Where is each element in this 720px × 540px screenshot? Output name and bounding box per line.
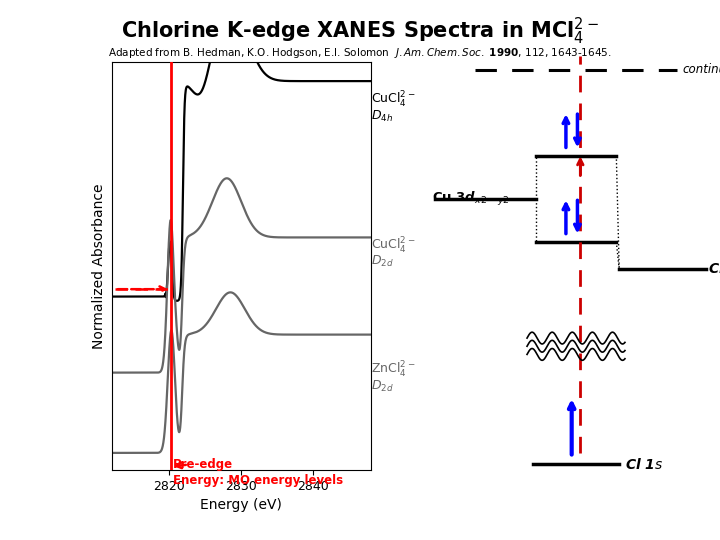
Text: Adapted from B. Hedman, K.O. Hodgson, E.I. Solomon  $\it{J. Am. Chem. Soc.}$ $\b: Adapted from B. Hedman, K.O. Hodgson, E.… xyxy=(108,46,612,60)
Text: $\it{D}_{4h}$: $\it{D}_{4h}$ xyxy=(371,109,393,124)
Text: Chlorine K-edge XANES Spectra in MCl$_4^{2-}$: Chlorine K-edge XANES Spectra in MCl$_4^… xyxy=(121,16,599,48)
Text: $\it{D}_{2d}$: $\it{D}_{2d}$ xyxy=(371,254,394,269)
Text: $\it{D}_{2d}$: $\it{D}_{2d}$ xyxy=(371,379,394,394)
Text: Cl 1$\it{s}$: Cl 1$\it{s}$ xyxy=(625,457,663,471)
Y-axis label: Normalized Absorbance: Normalized Absorbance xyxy=(92,183,106,349)
Text: Cu 3$\bfit{d}$$_{x2-y2}$: Cu 3$\bfit{d}$$_{x2-y2}$ xyxy=(432,190,510,208)
Text: Pre-edge
Energy: MO energy levels: Pre-edge Energy: MO energy levels xyxy=(173,458,343,487)
Text: ZnCl$_4^{2-}$: ZnCl$_4^{2-}$ xyxy=(371,360,415,380)
Text: continuum: continuum xyxy=(683,63,720,76)
Text: CuCl$_4^{2-}$: CuCl$_4^{2-}$ xyxy=(371,90,415,110)
X-axis label: Energy (eV): Energy (eV) xyxy=(200,498,282,512)
Text: CuCl$_4^{2-}$: CuCl$_4^{2-}$ xyxy=(371,235,415,256)
Text: Cl 3$\it{p}$: Cl 3$\it{p}$ xyxy=(708,260,720,278)
